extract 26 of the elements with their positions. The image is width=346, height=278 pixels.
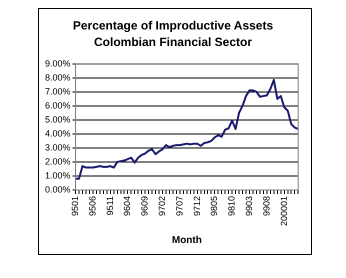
x-tick-label: 9501 — [70, 196, 80, 216]
x-tick-label: 9511 — [104, 196, 115, 216]
y-tick-label: 5.00% — [44, 114, 71, 124]
y-tick-label: 7.00% — [44, 86, 71, 96]
x-tick-label: 200001 — [278, 196, 289, 226]
chart-subtitle: Colombian Financial Sector — [94, 34, 252, 49]
x-tick-label: 9810 — [226, 196, 237, 216]
y-tick-label: 4.00% — [44, 128, 71, 138]
y-tick-label: 6.00% — [44, 100, 71, 110]
y-tick-label: 9.00% — [44, 58, 71, 68]
x-tick-label: 9903 — [244, 196, 254, 216]
y-tick-label: 1.00% — [44, 170, 71, 180]
x-tick-label: 9609 — [140, 196, 150, 216]
x-tick-label: 9702 — [156, 196, 167, 216]
x-tick-label: 9908 — [261, 196, 272, 216]
x-tick-label: 9805 — [209, 196, 220, 216]
y-tick-label: 8.00% — [44, 72, 71, 82]
x-axis-title: Month — [172, 234, 202, 246]
y-tick-label: 0.00% — [44, 184, 71, 194]
x-tick-label: 9604 — [122, 196, 132, 216]
x-tick-label: 9707 — [174, 196, 184, 216]
y-tick-label: 3.00% — [44, 142, 71, 152]
x-tick-label: 9712 — [192, 196, 202, 216]
chart-title: Percentage of Improductive Assets — [72, 18, 274, 33]
y-tick-label: 2.00% — [44, 156, 71, 166]
x-tick-label: 9506 — [87, 196, 98, 216]
